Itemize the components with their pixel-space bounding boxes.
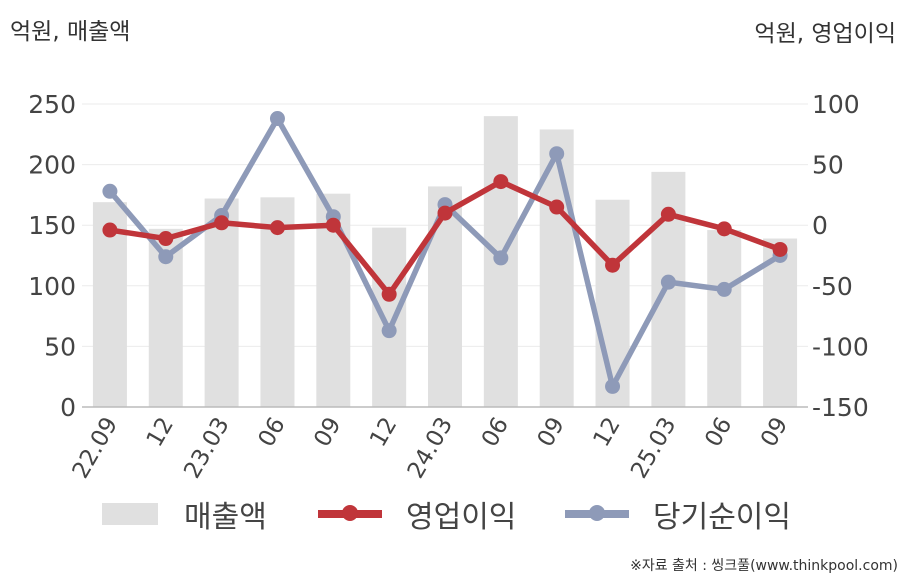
legend-net-income-swatch	[565, 505, 629, 521]
right-tick-label: -100	[812, 332, 869, 361]
point-operating-profit	[716, 221, 732, 237]
x-tick-label: 25.03	[626, 413, 681, 483]
left-tick-label: 200	[28, 151, 76, 180]
point-operating-profit	[437, 205, 453, 221]
x-tick-label: 06	[700, 413, 737, 451]
left-tick-label: 250	[28, 90, 76, 119]
bar-revenue	[204, 198, 239, 407]
right-tick-label: 50	[812, 151, 844, 180]
legend-operating-profit-label: 영업이익	[406, 500, 517, 535]
right-tick-label: 0	[812, 211, 828, 240]
point-operating-profit	[660, 206, 676, 222]
point-net-income	[269, 111, 285, 127]
bar-revenue	[372, 227, 407, 407]
point-operating-profit	[325, 217, 341, 233]
point-operating-profit	[269, 220, 285, 236]
legend-revenue-swatch	[102, 503, 158, 525]
bar-revenue	[707, 230, 742, 407]
point-operating-profit	[493, 174, 509, 190]
left-tick-label: 100	[28, 272, 76, 301]
right-tick-label: 100	[812, 90, 860, 119]
point-operating-profit	[381, 286, 397, 302]
point-operating-profit	[605, 257, 621, 273]
right-tick-label: -150	[812, 393, 869, 422]
source-note: ※자료 출처 : 씽크풀(www.thinkpool.com)	[630, 558, 898, 574]
point-operating-profit	[102, 222, 118, 238]
bar-revenue	[763, 238, 798, 407]
legend-item-operating-profit: 영업이익	[318, 492, 516, 536]
point-net-income	[716, 281, 732, 297]
legend-net-income-label: 당기순이익	[653, 500, 791, 535]
x-tick-label: 06	[254, 413, 291, 451]
point-operating-profit	[214, 215, 230, 231]
bar-revenue	[595, 199, 630, 407]
x-tick-label: 12	[365, 413, 402, 451]
x-tick-label: 09	[309, 413, 346, 451]
point-net-income	[660, 274, 676, 290]
x-tick-label: 06	[477, 413, 514, 451]
left-axis-title: 억원, 매출액	[10, 19, 131, 45]
left-tick-label: 150	[28, 211, 76, 240]
x-tick-label: 23.03	[179, 413, 234, 483]
x-tick-label: 24.03	[403, 413, 458, 483]
legend-item-net-income: 당기순이익	[565, 492, 791, 536]
point-net-income	[381, 323, 397, 339]
point-net-income	[102, 183, 118, 199]
legend-operating-profit-swatch	[318, 505, 382, 521]
left-tick-label: 50	[44, 332, 76, 361]
legend-revenue-label: 매출액	[184, 500, 267, 535]
point-net-income	[549, 146, 565, 162]
x-tick-label: 12	[142, 413, 179, 451]
x-tick-label: 09	[756, 413, 793, 451]
legend-item-revenue: 매출액	[102, 492, 267, 536]
right-axis-title: 억원, 영업이익	[754, 21, 896, 47]
x-tick-label: 22.09	[68, 413, 123, 483]
point-net-income	[158, 249, 174, 265]
right-tick-label: -50	[812, 272, 853, 301]
left-tick-label: 0	[60, 393, 76, 422]
x-tick-label: 09	[533, 413, 570, 451]
point-operating-profit	[158, 231, 174, 247]
point-net-income	[493, 250, 509, 266]
x-tick-label: 12	[589, 413, 626, 451]
bar-revenue	[428, 186, 462, 407]
point-net-income	[605, 378, 621, 394]
point-operating-profit	[549, 199, 565, 215]
point-operating-profit	[772, 241, 788, 257]
